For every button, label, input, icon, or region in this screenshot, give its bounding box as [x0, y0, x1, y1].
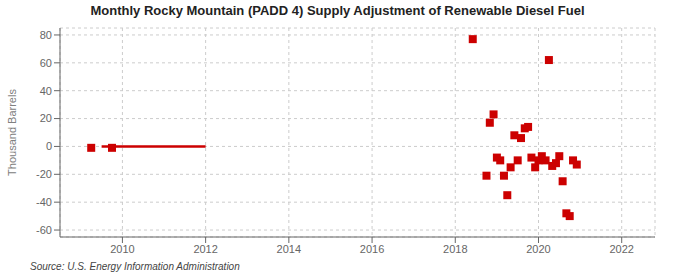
svg-text:2012: 2012: [193, 243, 217, 255]
svg-text:2020: 2020: [526, 243, 550, 255]
svg-text:40: 40: [40, 85, 52, 97]
svg-text:20: 20: [40, 112, 52, 124]
svg-text:2016: 2016: [360, 243, 384, 255]
svg-text:-40: -40: [36, 196, 52, 208]
svg-text:60: 60: [40, 57, 52, 69]
svg-text:0: 0: [46, 140, 52, 152]
svg-text:80: 80: [40, 29, 52, 41]
svg-text:2010: 2010: [110, 243, 134, 255]
svg-text:-60: -60: [36, 224, 52, 236]
svg-text:Thousand Barrels: Thousand Barrels: [8, 89, 18, 176]
svg-text:2018: 2018: [443, 243, 467, 255]
svg-text:-20: -20: [36, 168, 52, 180]
svg-text:2014: 2014: [277, 243, 301, 255]
svg-text:2022: 2022: [609, 243, 633, 255]
html-text:Source: U.S. Energy Informatio: Source: U.S. Energy Information Administ…: [30, 261, 240, 272]
html-text:Monthly Rocky Mountain (PADD 4: Monthly Rocky Mountain (PADD 4) Supply A…: [90, 3, 585, 18]
